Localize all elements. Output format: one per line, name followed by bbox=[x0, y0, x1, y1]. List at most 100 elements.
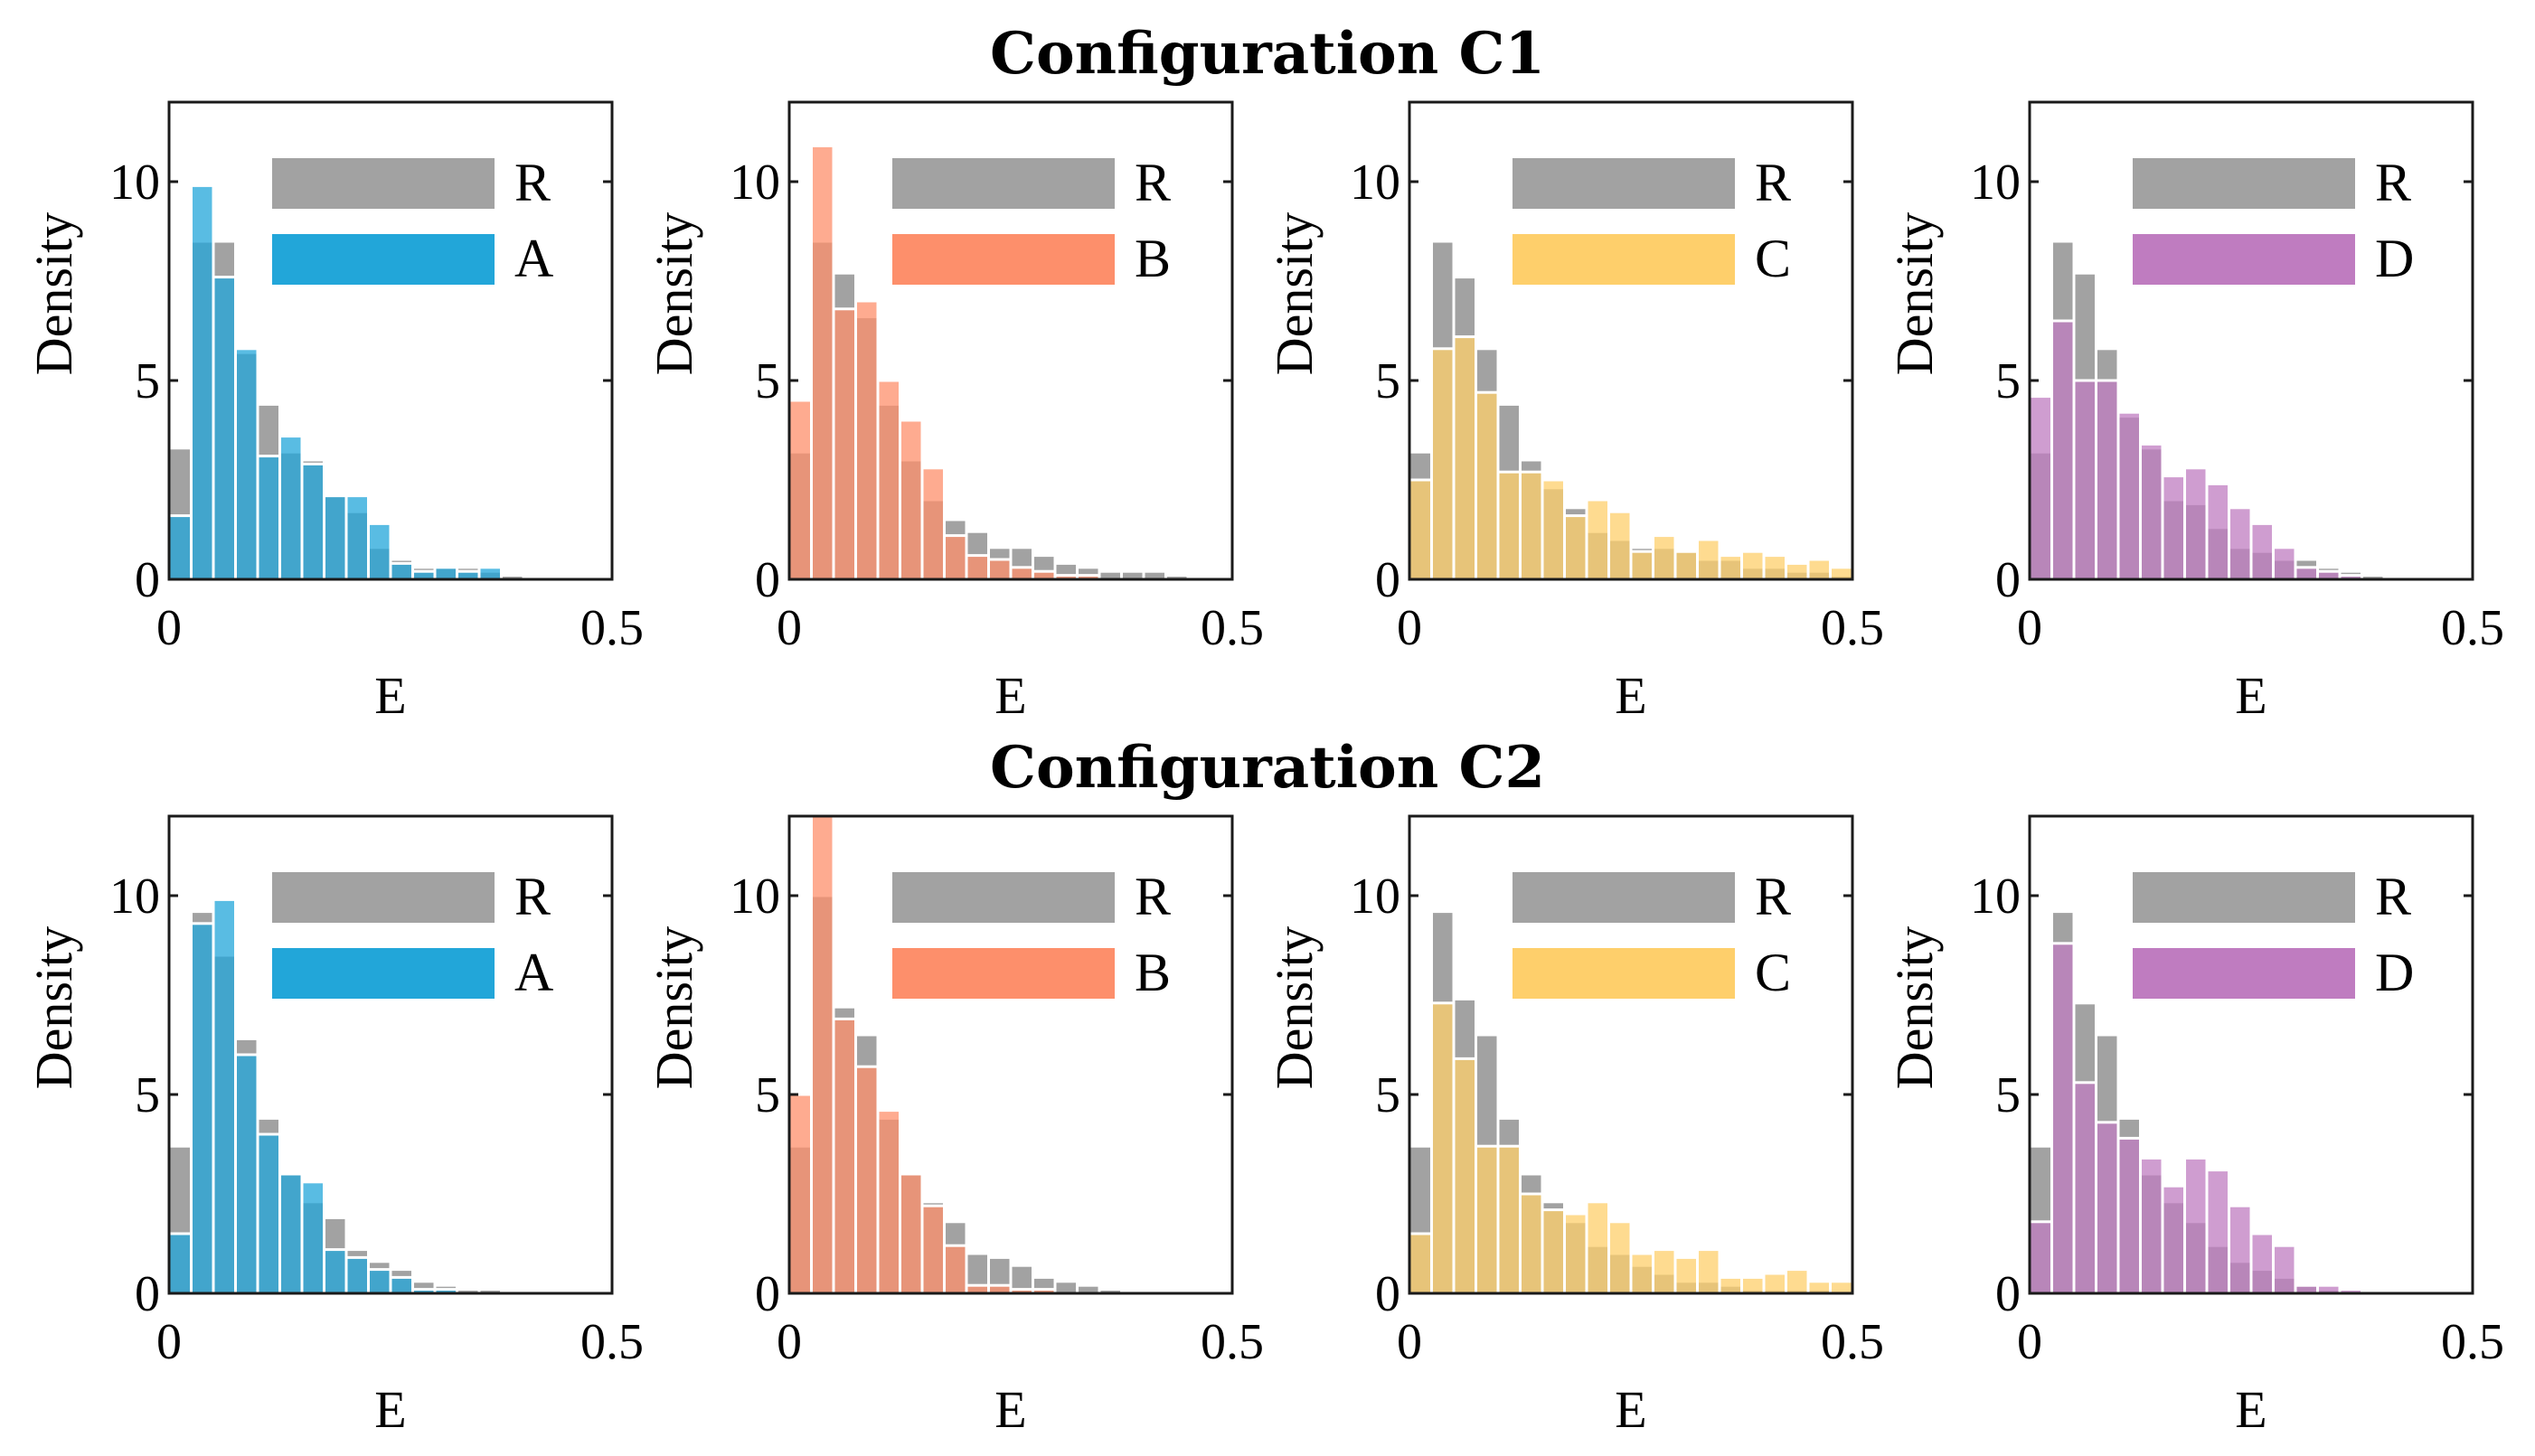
bar-A-7 bbox=[323, 494, 348, 581]
bar-D-2 bbox=[2072, 379, 2097, 581]
bar-C-16 bbox=[1762, 1272, 1787, 1295]
bar-B-9 bbox=[987, 558, 1013, 581]
bar-C-3 bbox=[1475, 390, 1500, 581]
legend-swatch-R bbox=[1513, 158, 1735, 209]
bar-B-3 bbox=[854, 1065, 880, 1295]
bar-A-0 bbox=[167, 1232, 193, 1295]
bar-D-10 bbox=[2249, 521, 2275, 581]
y-tick-label-10: 10 bbox=[1350, 869, 1400, 925]
x-tick-label-0.5: 0.5 bbox=[2441, 1314, 2504, 1370]
legend-swatch-C bbox=[1513, 234, 1735, 285]
y-tick-label-5: 5 bbox=[1375, 1067, 1400, 1123]
legend-swatch-R bbox=[272, 158, 495, 209]
y-tick-label-10: 10 bbox=[730, 869, 780, 925]
y-tick-label-10: 10 bbox=[1970, 869, 2021, 925]
bar-C-10 bbox=[1629, 1252, 1654, 1295]
y-axis-label: Density bbox=[1265, 926, 1324, 1089]
bar-R-12 bbox=[1053, 1280, 1079, 1295]
y-tick-label-10: 10 bbox=[730, 155, 780, 211]
bar-D-10 bbox=[2249, 1232, 2275, 1295]
bar-C-19 bbox=[1829, 566, 1854, 581]
bar-C-11 bbox=[1652, 1248, 1677, 1295]
chart-panel-8: 0 5 10 0 0.5 E Density RD bbox=[1885, 814, 2504, 1439]
legend-swatch-D bbox=[2133, 948, 2355, 999]
bar-C-17 bbox=[1785, 561, 1810, 581]
legend-swatch-C bbox=[1513, 948, 1735, 999]
legend-label-R: R bbox=[1135, 867, 1171, 926]
legend-label-D: D bbox=[2375, 229, 2414, 288]
y-tick-label-10: 10 bbox=[109, 869, 160, 925]
x-axis-label: E bbox=[1615, 666, 1646, 725]
bar-D-8 bbox=[2205, 482, 2230, 581]
legend-swatch-R bbox=[892, 872, 1115, 923]
x-axis-label: E bbox=[2235, 1380, 2266, 1439]
legend-swatch-B bbox=[892, 234, 1115, 285]
y-tick-label-0: 0 bbox=[1375, 552, 1400, 608]
bar-D-6 bbox=[2161, 474, 2186, 581]
bar-A-5 bbox=[278, 435, 304, 581]
bar-B-6 bbox=[920, 466, 946, 581]
bar-C-6 bbox=[1541, 478, 1566, 581]
bar-C-9 bbox=[1607, 510, 1633, 581]
legend-label-R: R bbox=[1135, 153, 1171, 212]
x-tick-label-0: 0 bbox=[2017, 600, 2042, 656]
y-tick-label-0: 0 bbox=[1375, 1266, 1400, 1322]
x-axis-label: E bbox=[2235, 666, 2266, 725]
bar-C-11 bbox=[1652, 534, 1677, 581]
legend-label-C: C bbox=[1755, 229, 1791, 288]
x-tick-label-0.5: 0.5 bbox=[2441, 600, 2504, 656]
bar-D-1 bbox=[2050, 942, 2076, 1295]
legend-swatch-R bbox=[2133, 872, 2355, 923]
bar-A-5 bbox=[278, 1172, 304, 1295]
bar-D-3 bbox=[2095, 1121, 2120, 1295]
bar-B-0 bbox=[787, 1093, 813, 1295]
bar-D-1 bbox=[2050, 319, 2076, 581]
bar-A-8 bbox=[344, 1255, 370, 1295]
bar-C-2 bbox=[1452, 335, 1477, 581]
bar-D-4 bbox=[2116, 1136, 2142, 1295]
bar-A-4 bbox=[256, 1132, 281, 1295]
bar-C-1 bbox=[1430, 1001, 1456, 1295]
x-axis-label: E bbox=[1615, 1380, 1646, 1439]
x-tick-label-0: 0 bbox=[156, 1314, 182, 1370]
bar-A-12 bbox=[433, 566, 458, 581]
x-axis-label: E bbox=[374, 1380, 406, 1439]
bar-C-8 bbox=[1585, 1200, 1610, 1295]
y-axis-label: Density bbox=[24, 926, 83, 1089]
bar-C-17 bbox=[1785, 1268, 1810, 1295]
legend-label-R: R bbox=[1755, 867, 1791, 926]
legend-swatch-A bbox=[272, 948, 495, 999]
axes-frame bbox=[787, 814, 1234, 1295]
legend-label-C: C bbox=[1755, 943, 1791, 1002]
bar-B-4 bbox=[876, 379, 901, 581]
bar-C-10 bbox=[1629, 550, 1654, 581]
row-title-c1: Configuration C1 bbox=[990, 20, 1545, 88]
bar-B-4 bbox=[876, 1109, 901, 1295]
y-tick-label-10: 10 bbox=[1970, 155, 2021, 211]
legend-label-R: R bbox=[514, 153, 551, 212]
bar-D-11 bbox=[2272, 1244, 2297, 1295]
bar-B-3 bbox=[854, 299, 880, 581]
legend-swatch-D bbox=[2133, 234, 2355, 285]
y-tick-label-0: 0 bbox=[755, 552, 780, 608]
axes-frame bbox=[167, 814, 614, 1295]
x-tick-label-0.5: 0.5 bbox=[1821, 1314, 1884, 1370]
x-tick-label-0.5: 0.5 bbox=[1821, 600, 1884, 656]
legend-label-A: A bbox=[514, 229, 553, 288]
y-axis-label: Density bbox=[1265, 212, 1324, 375]
chart-panel-3: 0 5 10 0 0.5 E Density RC bbox=[1265, 100, 1884, 725]
bar-B-8 bbox=[965, 554, 990, 581]
bar-D-0 bbox=[2028, 1220, 2053, 1295]
bar-B-2 bbox=[832, 307, 857, 581]
axes-frame bbox=[167, 100, 614, 581]
y-tick-label-5: 5 bbox=[135, 1067, 160, 1123]
chart-panel-7: 0 5 10 0 0.5 E Density RC bbox=[1265, 814, 1884, 1439]
x-tick-label-0.5: 0.5 bbox=[1201, 600, 1264, 656]
legend-label-B: B bbox=[1135, 229, 1171, 288]
x-tick-label-0: 0 bbox=[2017, 1314, 2042, 1370]
bar-C-5 bbox=[1519, 1192, 1544, 1295]
x-axis-label: E bbox=[374, 666, 406, 725]
row-title-c2: Configuration C2 bbox=[990, 734, 1545, 802]
bar-D-6 bbox=[2161, 1184, 2186, 1295]
